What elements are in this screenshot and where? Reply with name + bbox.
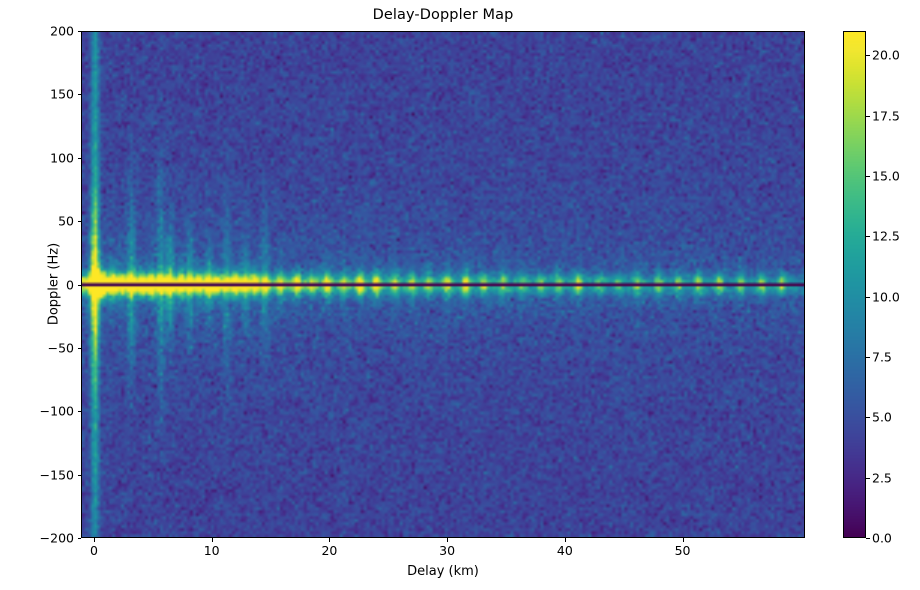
x-tick-label: 50 xyxy=(674,543,691,558)
y-tick-mark xyxy=(77,94,81,96)
colorbar-tick-mark xyxy=(866,296,870,298)
y-tick-mark xyxy=(77,538,81,539)
x-tick-label: 40 xyxy=(556,543,573,558)
x-tick-mark xyxy=(211,538,213,542)
heatmap-plot-area[interactable] xyxy=(81,31,805,538)
y-tick-label: −150 xyxy=(39,467,74,483)
colorbar[interactable] xyxy=(843,31,866,538)
y-tick-label: 50 xyxy=(58,213,74,229)
colorbar-tick-mark xyxy=(866,236,870,238)
y-tick-mark xyxy=(77,31,81,32)
colorbar-tick-label: 17.5 xyxy=(872,108,900,123)
y-tick-label: 150 xyxy=(50,86,74,102)
colorbar-tick-label: 15.0 xyxy=(872,168,900,184)
y-tick-mark xyxy=(77,284,81,286)
x-tick-mark xyxy=(93,538,95,542)
colorbar-tick-mark xyxy=(866,417,870,419)
y-tick-label: 200 xyxy=(50,23,74,39)
colorbar-tick-mark xyxy=(866,175,870,177)
x-tick-label: 20 xyxy=(321,543,338,558)
x-axis-label: Delay (km) xyxy=(407,564,479,579)
y-tick-label: −200 xyxy=(39,530,74,546)
colorbar-tick-mark xyxy=(866,477,870,479)
y-tick-label: −50 xyxy=(47,340,74,356)
y-tick-mark xyxy=(77,221,81,223)
colorbar-gradient-canvas xyxy=(844,32,865,537)
x-tick-label: 30 xyxy=(439,543,456,558)
colorbar-tick-mark xyxy=(866,55,870,57)
x-tick-mark xyxy=(447,538,449,542)
x-tick-mark xyxy=(682,538,684,542)
colorbar-tick-label: 7.5 xyxy=(872,349,892,365)
y-tick-label: 0 xyxy=(66,277,74,292)
colorbar-tick-label: 5.0 xyxy=(872,409,892,425)
y-tick-label: −100 xyxy=(39,403,74,419)
x-tick-label: 10 xyxy=(203,543,220,558)
x-tick-mark xyxy=(564,538,566,542)
colorbar-tick-label: 20.0 xyxy=(872,47,900,63)
page-title: Delay-Doppler Map xyxy=(372,7,514,23)
x-tick-mark xyxy=(329,538,331,542)
y-tick-mark xyxy=(77,157,81,159)
x-tick-label: 0 xyxy=(89,543,98,558)
colorbar-tick-label: 0.0 xyxy=(872,530,892,546)
colorbar-tick-mark xyxy=(866,538,870,539)
colorbar-tick-label: 2.5 xyxy=(872,470,892,486)
colorbar-tick-mark xyxy=(866,356,870,358)
colorbar-tick-mark xyxy=(866,115,870,117)
colorbar-tick-label: 12.5 xyxy=(872,228,900,244)
y-axis-label: Doppler (Hz) xyxy=(46,242,62,326)
y-tick-mark xyxy=(77,474,81,476)
y-tick-mark xyxy=(77,411,81,413)
y-tick-mark xyxy=(77,347,81,349)
delay-doppler-heatmap-canvas xyxy=(82,32,804,537)
y-tick-label: 100 xyxy=(50,150,74,166)
colorbar-tick-label: 10.0 xyxy=(872,289,900,305)
